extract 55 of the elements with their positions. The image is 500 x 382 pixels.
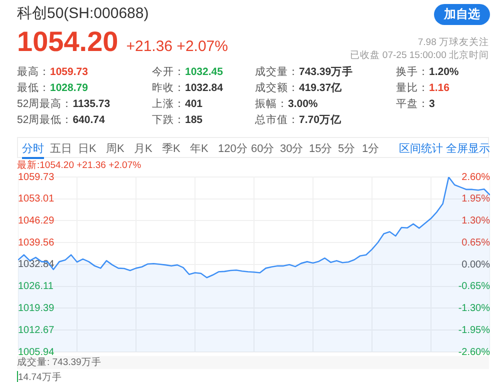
text: 区间统计 (399, 142, 443, 157)
y2-tick-label: -2.60% (458, 346, 490, 358)
y-tick-label: 1053.01 (18, 194, 55, 205)
text: 分时 (22, 141, 44, 159)
y2-tick-label: 1.30% (462, 216, 490, 226)
text: 15分 (309, 142, 332, 157)
text: 60分 (251, 142, 274, 157)
text: 最高：1059.73 (17, 66, 88, 78)
text: 昨收：1032.84 (152, 82, 223, 94)
text: 季K (162, 142, 180, 157)
text: 平盘：3 (396, 98, 435, 110)
text: 已收盘 07-25 15:00:00 北京时间 (350, 49, 489, 62)
text: 14.74万手 (17, 371, 62, 382)
text: 加自选 (434, 4, 490, 25)
text: 今开：1032.45 (152, 66, 223, 78)
text: 量比：1.16 (396, 82, 450, 94)
y2-tick-label: -0.65% (458, 281, 490, 292)
y2-tick-label: -1.95% (458, 324, 490, 336)
text: 五日 (50, 142, 72, 157)
y2-tick-label: 1.95% (462, 194, 490, 205)
text: 120分 (218, 142, 248, 157)
text: 月K (134, 142, 152, 157)
y2-tick-label: 2.60% (462, 172, 490, 183)
y-tick-label: 1012.67 (18, 324, 55, 336)
text: 成交额：419.37亿 (255, 82, 342, 94)
text: 换手：1.20% (396, 66, 459, 78)
text: 上涨：401 (152, 98, 203, 110)
text: 7.98 万球友关注 (418, 36, 489, 49)
text: 日K (78, 142, 96, 157)
y-tick-label: 1019.39 (18, 302, 55, 314)
text: 周K (106, 142, 124, 157)
text: 成交量: 743.39万手 (17, 356, 489, 369)
text: 全屏显示 (446, 142, 490, 157)
chart-subtitle: 1054.20 +21.36 +2.07% (17, 26, 228, 57)
y-tick-label: 1026.11 (18, 281, 54, 292)
text: 5分 (338, 142, 356, 157)
text: 最低：1028.79 (17, 82, 88, 94)
text: 最新:1054.20 +21.36 +2.07% (17, 159, 142, 172)
text: 1分 (362, 142, 380, 157)
y-tick-label: 1059.73 (18, 172, 55, 183)
text: 年K (190, 142, 208, 157)
y2-tick-label: 0.65% (462, 237, 490, 248)
y2-tick-label: -1.30% (458, 303, 490, 314)
text: 52周最高：1135.73 (17, 98, 110, 110)
y-tick-label: 1005.94 (18, 346, 55, 358)
y-tick-label: 1046.29 (18, 215, 55, 226)
y-tick-label: 1039.56 (18, 237, 55, 248)
text: 振幅：3.00% (255, 98, 318, 110)
chart-title: 科创50(SH:000688) (17, 4, 149, 23)
text: 下跌：185 (152, 114, 203, 126)
text: 52周最低：640.74 (17, 114, 105, 126)
text: 总市值：7.70万亿 (255, 114, 342, 126)
text: 30分 (280, 142, 304, 157)
y2-tick-label: 0.00% (462, 259, 490, 270)
text: 成交量：743.39万手 (255, 66, 354, 78)
